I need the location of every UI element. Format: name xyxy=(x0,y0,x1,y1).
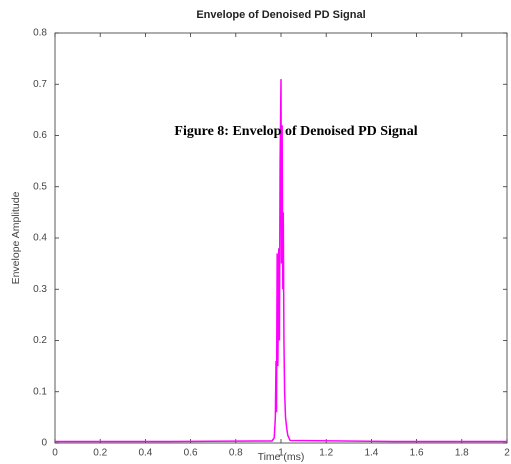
x-tick-label: 0.2 xyxy=(93,448,107,459)
x-tick-label: 1.6 xyxy=(410,448,424,459)
chart-title: Envelope of Denoised PD Signal xyxy=(196,9,365,21)
x-tick-label: 0 xyxy=(52,448,58,459)
x-tick-label: 1.4 xyxy=(364,448,378,459)
y-tick-label: 0.1 xyxy=(33,386,47,397)
y-tick-label: 0 xyxy=(41,438,47,449)
x-tick-label: 1.2 xyxy=(319,448,333,459)
x-tick-label: 2 xyxy=(504,448,510,459)
x-tick-label: 0.4 xyxy=(138,448,152,459)
y-tick-label: 0.4 xyxy=(33,233,47,244)
y-tick-label: 0.2 xyxy=(33,335,47,346)
y-tick-label: 0.8 xyxy=(33,28,47,39)
y-tick-label: 0.6 xyxy=(33,130,47,141)
x-tick-label: 1.8 xyxy=(455,448,469,459)
x-tick-label: 0.6 xyxy=(184,448,198,459)
y-tick-label: 0.7 xyxy=(33,79,47,90)
signal-line xyxy=(55,79,507,443)
y-tick-label: 0.5 xyxy=(33,181,47,192)
y-axis-label: Envelope Amplitude xyxy=(10,191,22,284)
x-axis-label: Time (ms) xyxy=(258,451,305,463)
figure-caption: Figure 8: Envelop of Denoised PD Signal xyxy=(174,124,417,139)
x-tick-label: 1 xyxy=(278,448,284,459)
x-tick-label: 0.8 xyxy=(229,448,243,459)
y-tick-label: 0.3 xyxy=(33,284,47,295)
